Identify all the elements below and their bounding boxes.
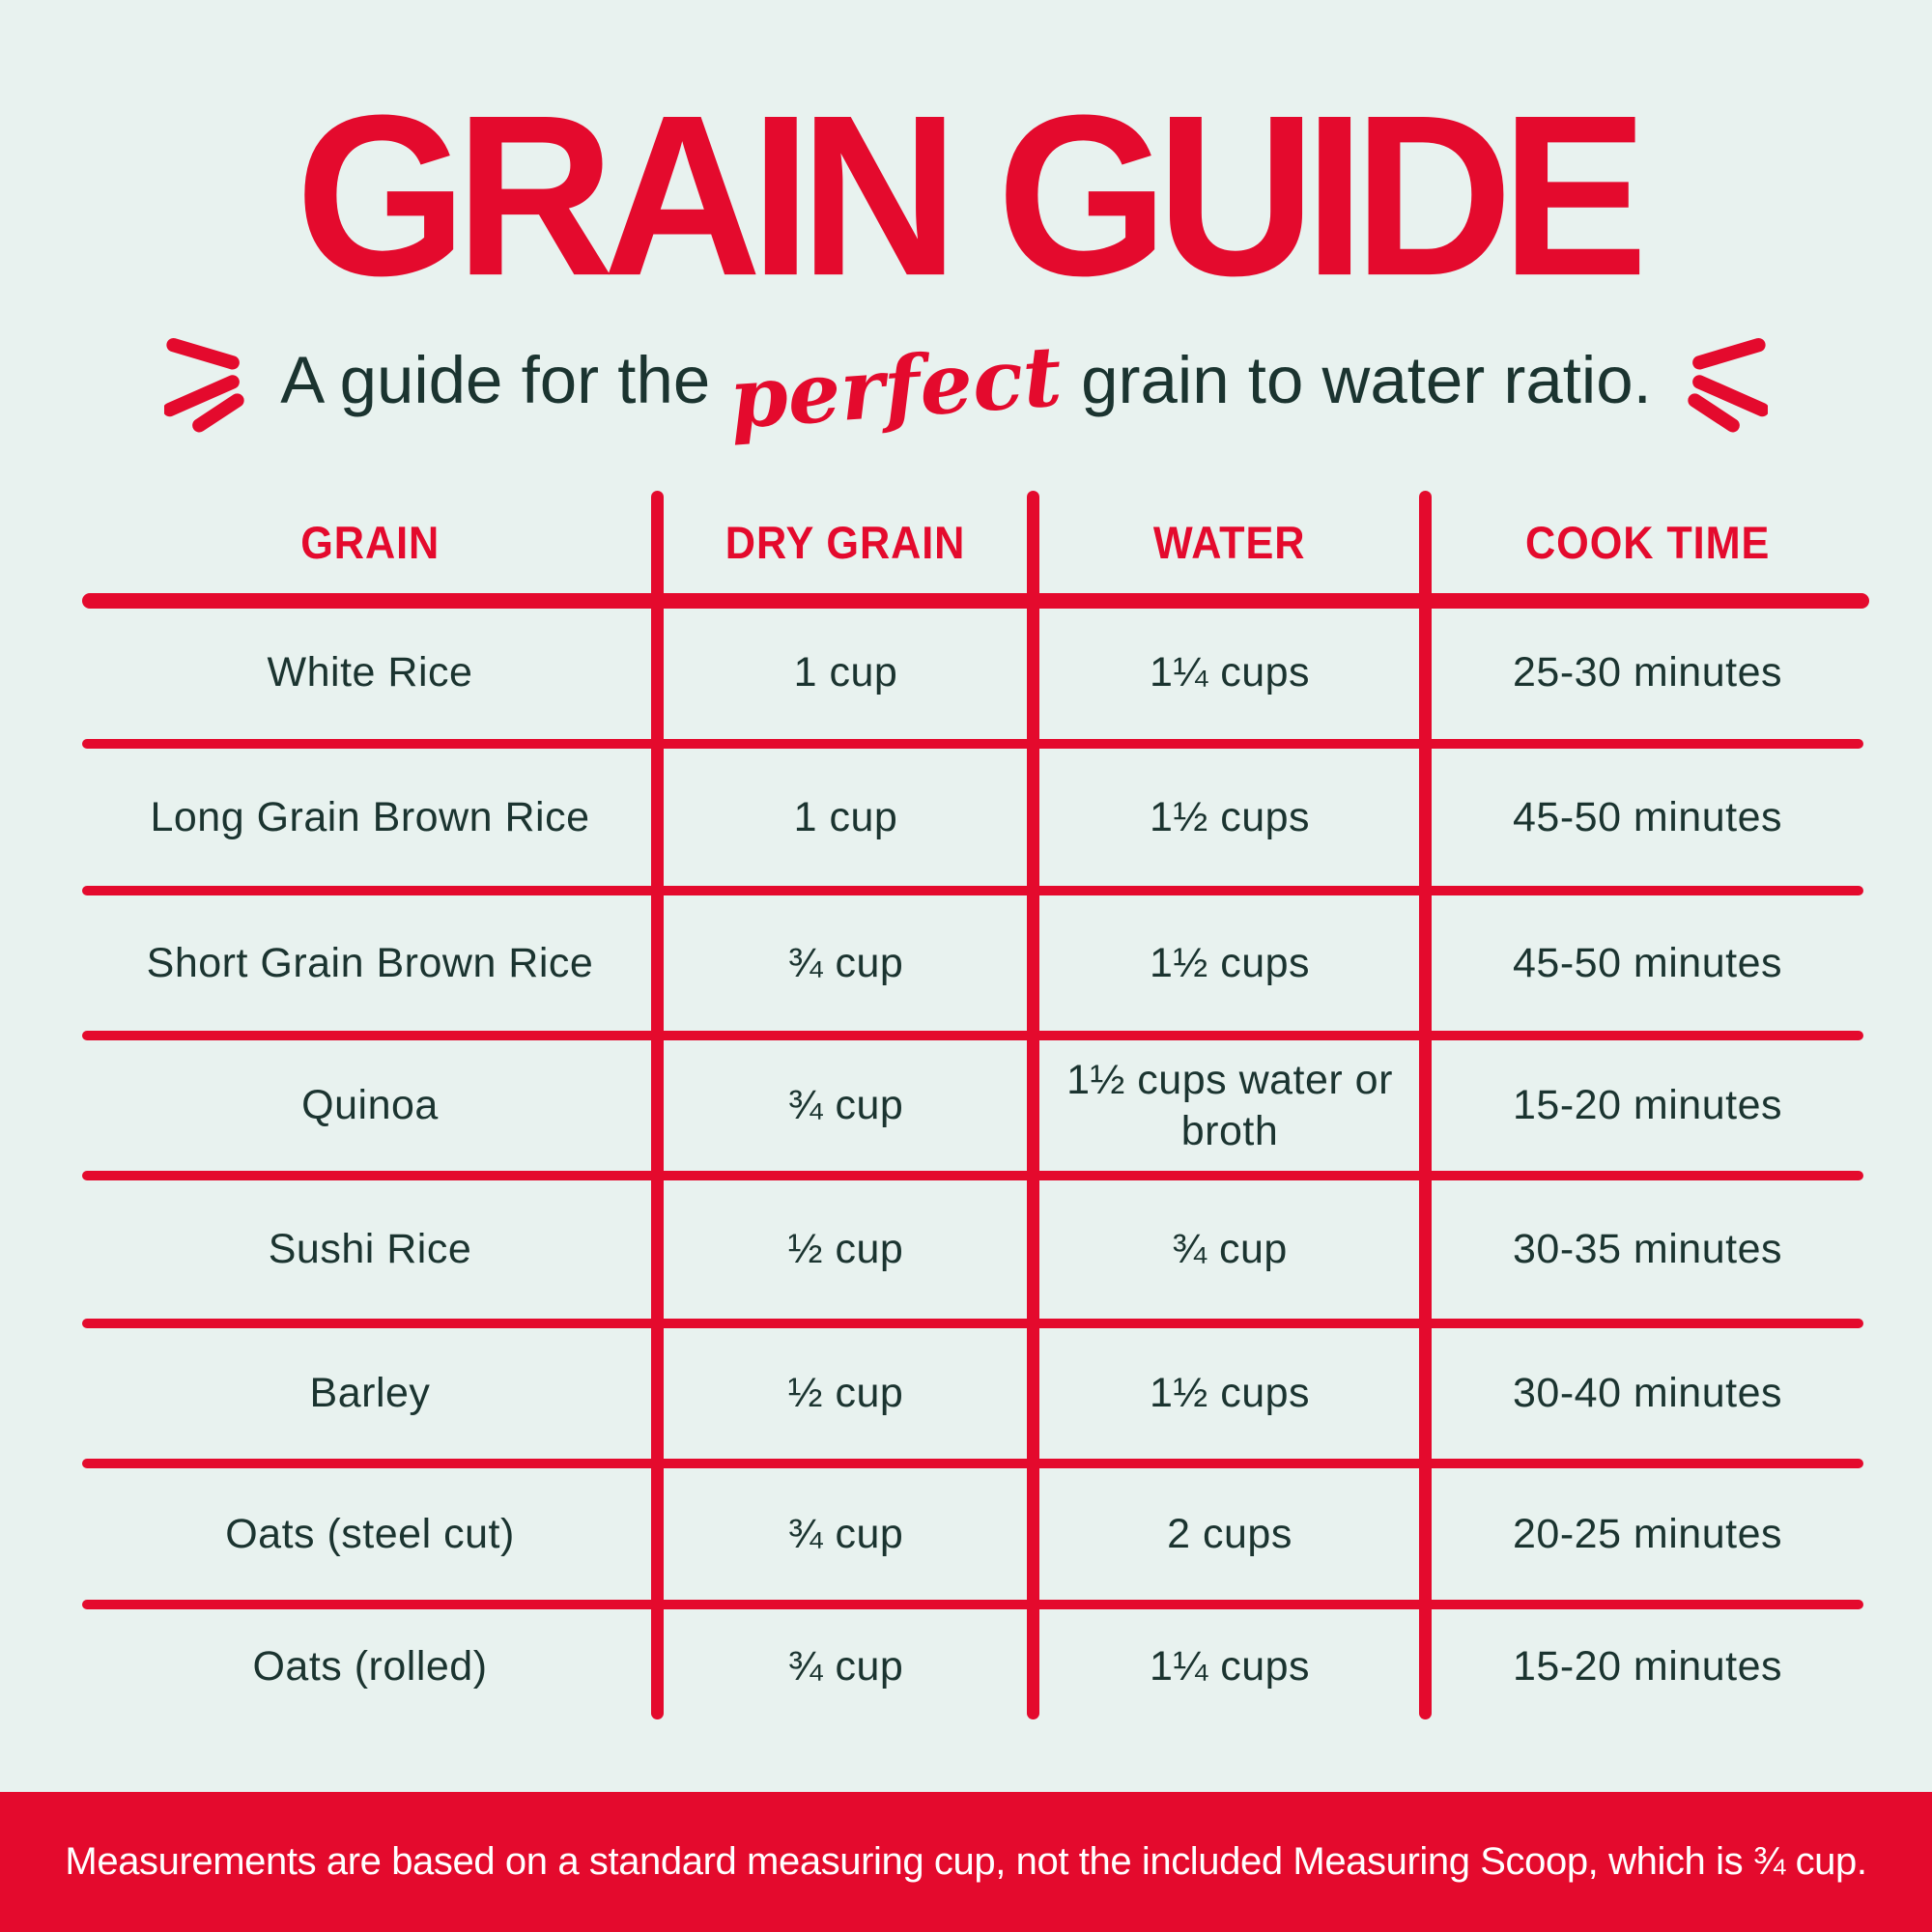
cell-cook-time: 15-20 minutes — [1513, 1082, 1782, 1129]
table-body: White Rice 1 cup 1¼ cups 25-30 minutes L… — [82, 601, 1869, 1729]
column-header-grain: GRAIN — [300, 516, 440, 568]
column-divider-2 — [1027, 491, 1039, 1719]
page-title: GRAIN GUIDE — [295, 68, 1648, 325]
cell-water: ¾ cup — [1172, 1226, 1288, 1273]
cell-grain: Oats (steel cut) — [225, 1510, 515, 1557]
cell-grain: White Rice — [267, 648, 473, 696]
cell-water: 1½ cups — [1149, 1370, 1311, 1417]
cell-cook-time: 30-40 minutes — [1513, 1370, 1782, 1417]
column-header-cook-time: COOK TIME — [1524, 516, 1771, 568]
cell-cook-time: 15-20 minutes — [1513, 1643, 1782, 1690]
column-header-water: WATER — [1153, 516, 1306, 568]
cell-dry-grain: 1 cup — [793, 648, 898, 696]
table-row: Quinoa ¾ cup 1½ cups water or broth 15-2… — [82, 1036, 1869, 1180]
cell-water: 2 cups — [1167, 1510, 1293, 1557]
cell-water: 1½ cups water or broth — [1066, 1057, 1393, 1154]
footer-band: Measurements are based on a standard mea… — [0, 1792, 1932, 1932]
cell-cook-time: 25-30 minutes — [1513, 648, 1782, 696]
table-row: Barley ½ cup 1½ cups 30-40 minutes — [82, 1323, 1869, 1468]
cell-water: 1¼ cups — [1149, 648, 1311, 696]
cell-dry-grain: 1 cup — [793, 793, 898, 840]
subtitle: A guide for the perfect grain to water r… — [280, 327, 1652, 448]
table-row: Oats (rolled) ¾ cup 1¼ cups 15-20 minute… — [82, 1605, 1869, 1729]
burst-right-icon — [1688, 337, 1768, 433]
cell-dry-grain: ½ cup — [787, 1226, 904, 1273]
table-row: Oats (steel cut) ¾ cup 2 cups 20-25 minu… — [82, 1463, 1869, 1609]
cell-dry-grain: ¾ cup — [787, 1643, 904, 1690]
subtitle-emphasis-word: perfect — [726, 327, 1065, 448]
cell-grain: Barley — [309, 1370, 431, 1417]
cell-grain: Oats (rolled) — [252, 1643, 488, 1690]
column-header-dry-grain: DRY GRAIN — [725, 516, 966, 568]
grain-ratio-table: GRAIN DRY GRAIN WATER COOK TIME White Ri… — [82, 483, 1869, 1729]
cell-dry-grain: ¾ cup — [787, 1082, 904, 1129]
table-row: Short Grain Brown Rice ¾ cup 1½ cups 45-… — [82, 891, 1869, 1040]
cell-grain: Quinoa — [301, 1082, 439, 1129]
cell-dry-grain: ½ cup — [787, 1370, 904, 1417]
cell-cook-time: 20-25 minutes — [1513, 1510, 1782, 1557]
cell-grain: Long Grain Brown Rice — [150, 793, 590, 840]
column-divider-3 — [1419, 491, 1432, 1719]
footer-note: Measurements are based on a standard mea… — [65, 1840, 1867, 1883]
cell-grain: Sushi Rice — [268, 1226, 472, 1273]
subtitle-row: A guide for the perfect grain to water r… — [0, 307, 1932, 452]
cell-cook-time: 45-50 minutes — [1513, 939, 1782, 986]
cell-cook-time: 30-35 minutes — [1513, 1226, 1782, 1273]
table-row: Sushi Rice ½ cup ¾ cup 30-35 minutes — [82, 1176, 1869, 1328]
subtitle-suffix: grain to water ratio. — [1081, 342, 1652, 417]
cell-cook-time: 45-50 minutes — [1513, 793, 1782, 840]
cell-water: 1¼ cups — [1149, 1643, 1311, 1690]
burst-left-icon — [164, 337, 244, 433]
cell-dry-grain: ¾ cup — [787, 1510, 904, 1557]
table-row: Long Grain Brown Rice 1 cup 1½ cups 45-5… — [82, 744, 1869, 895]
cell-grain: Short Grain Brown Rice — [146, 939, 594, 986]
column-divider-1 — [651, 491, 664, 1719]
header-underline-rule — [82, 593, 1869, 609]
cell-water: 1½ cups — [1149, 939, 1311, 986]
cell-water: 1½ cups — [1149, 793, 1311, 840]
cell-dry-grain: ¾ cup — [787, 939, 904, 986]
subtitle-prefix: A guide for the — [280, 342, 711, 417]
table-header-row: GRAIN DRY GRAIN WATER COOK TIME — [82, 483, 1869, 601]
table-row: White Rice 1 cup 1¼ cups 25-30 minutes — [82, 601, 1869, 749]
